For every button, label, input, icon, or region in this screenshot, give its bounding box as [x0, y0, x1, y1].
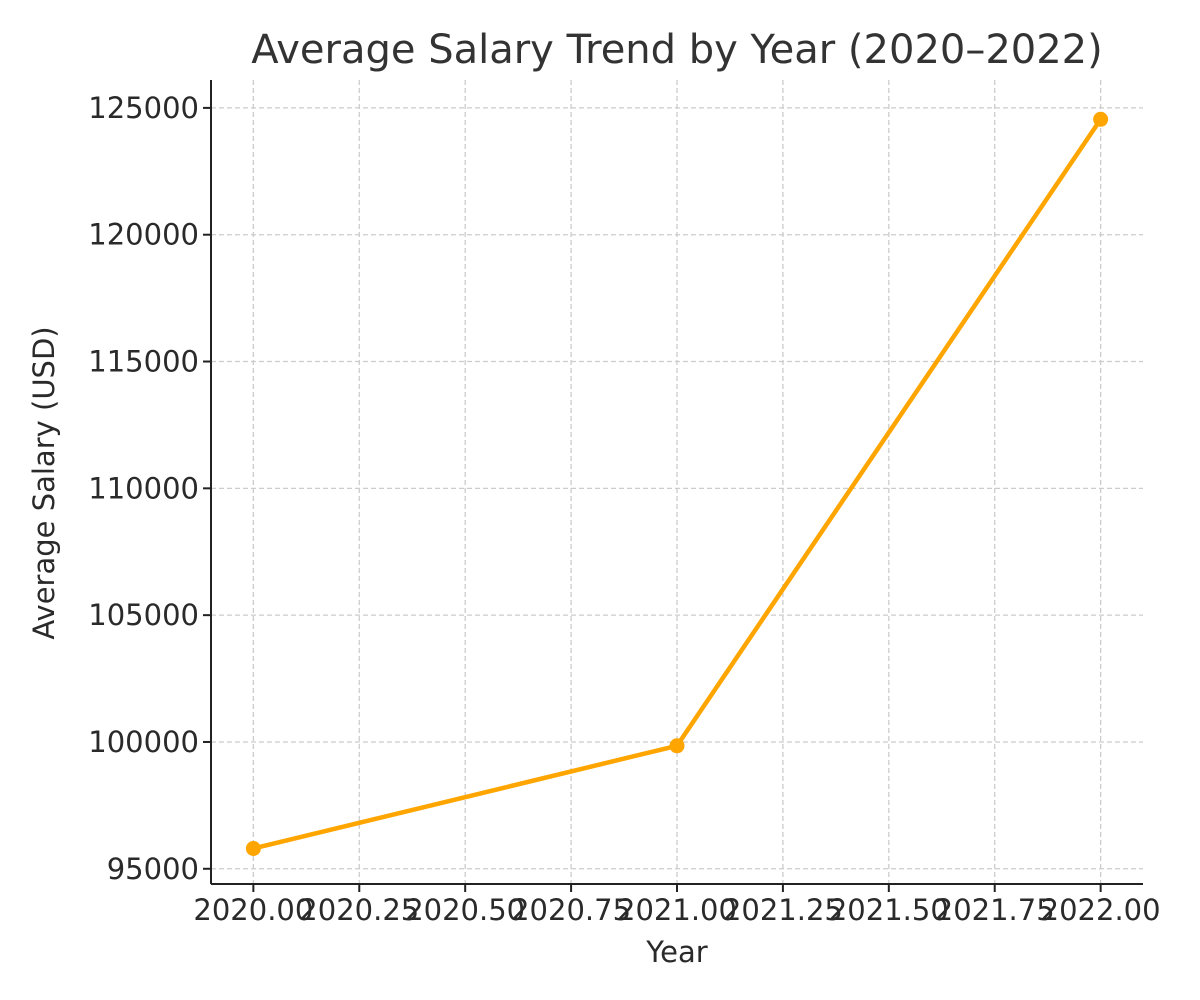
- y-axis-label: Average Salary (USD): [27, 326, 61, 639]
- x-tick-label: 2021.75: [935, 893, 1055, 927]
- grid: [211, 80, 1143, 884]
- x-tick-label: 2020.50: [405, 893, 525, 927]
- axes: [203, 80, 1143, 892]
- y-tick-label: 110000: [88, 471, 199, 505]
- x-tick-label: 2021.50: [829, 893, 949, 927]
- x-tick-label: 2020.00: [193, 893, 313, 927]
- x-tick-label: 2020.25: [299, 893, 419, 927]
- data-point: [669, 738, 685, 754]
- x-tick-label: 2021.00: [617, 893, 737, 927]
- y-tick-label: 100000: [88, 725, 199, 759]
- x-tick-label: 2020.75: [511, 893, 631, 927]
- x-tick-label: 2022.00: [1041, 893, 1161, 927]
- data-point: [245, 840, 261, 856]
- y-tick-label: 115000: [88, 345, 199, 379]
- tick-labels: 2020.002020.252020.502020.752021.002021.…: [88, 91, 1160, 927]
- y-tick-label: 120000: [88, 218, 199, 252]
- y-tick-label: 105000: [88, 598, 199, 632]
- chart-title: Average Salary Trend by Year (2020–2022): [251, 27, 1103, 73]
- x-axis-label: Year: [645, 935, 707, 969]
- y-tick-label: 125000: [88, 91, 199, 125]
- series-layer: [245, 111, 1109, 856]
- y-tick-label: 95000: [107, 852, 199, 886]
- x-tick-label: 2021.25: [723, 893, 843, 927]
- data-point: [1093, 111, 1109, 127]
